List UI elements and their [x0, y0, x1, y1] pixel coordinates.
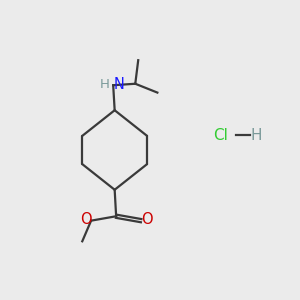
Text: O: O	[141, 212, 153, 227]
Text: O: O	[80, 212, 92, 227]
Text: H: H	[100, 78, 110, 91]
Text: N: N	[114, 77, 124, 92]
Text: H: H	[250, 128, 262, 143]
Text: Cl: Cl	[213, 128, 228, 143]
